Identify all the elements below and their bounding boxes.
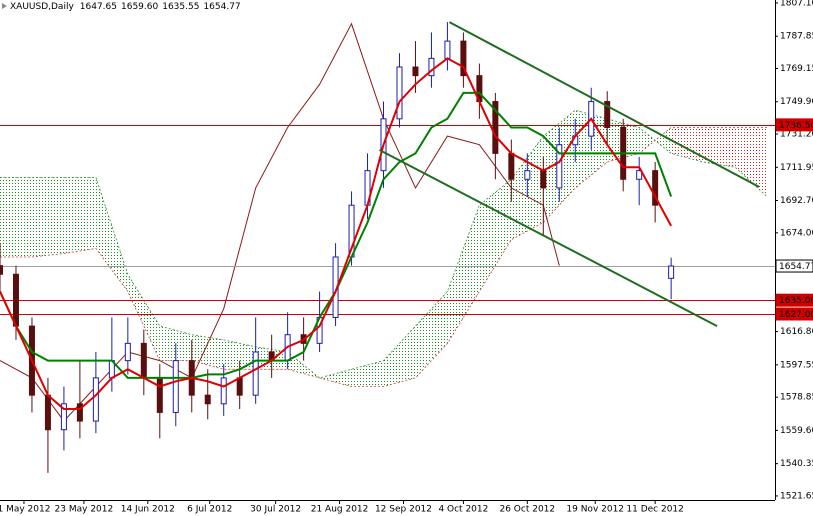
y-tick-label: 1559.60 <box>780 426 813 436</box>
y-tick-label: 1540.35 <box>780 459 813 469</box>
candle-body <box>124 342 131 362</box>
cloud-segment <box>415 291 448 378</box>
candle-body <box>556 144 563 189</box>
cloud-segment <box>63 177 96 254</box>
y-tick-label: 1807.10 <box>780 0 813 8</box>
level-label-box <box>775 293 813 307</box>
candle-body <box>156 377 163 413</box>
candle-body <box>412 66 419 77</box>
candle-body <box>604 101 611 128</box>
candle-body <box>76 403 83 422</box>
x-tick-label: 14 Jun 2012 <box>121 505 175 515</box>
level-label: 1627.00 <box>779 310 813 320</box>
level-label: 1654.77 <box>779 262 813 272</box>
tenkan-sen <box>0 57 672 410</box>
candle-body <box>668 265 675 279</box>
cloud-segment <box>735 127 768 197</box>
candle-body <box>652 170 659 206</box>
header-value: 1647.65 <box>80 2 117 12</box>
cloud-segment <box>159 326 192 361</box>
trend-line <box>379 149 718 327</box>
level-label-box <box>775 307 813 321</box>
cloud-segment <box>479 179 512 292</box>
y-tick-label: 1787.85 <box>780 32 813 42</box>
x-tick-label: 21 Aug 2012 <box>311 505 369 515</box>
y-tick-label: 1521.65 <box>780 491 813 501</box>
x-tick-label: 30 Jul 2012 <box>250 505 301 515</box>
candle-body <box>252 351 259 396</box>
candle-body <box>524 170 531 180</box>
senkou-span-a <box>0 109 768 379</box>
chart-title: XAUUSD,Daily 1647.65 1659.60 1635.55 1654.77 <box>10 2 241 12</box>
y-tick-label: 1674.00 <box>780 228 813 238</box>
y-tick-label: 1616.80 <box>780 327 813 337</box>
symbol-icon <box>2 3 7 9</box>
y-tick-label: 1731.20 <box>780 130 813 140</box>
x-tick-label: 6 Jul 2012 <box>187 505 232 515</box>
symbol: XAUUSD,Daily <box>10 2 74 12</box>
candle-body <box>428 57 435 77</box>
candle-body <box>60 403 67 431</box>
candle-body <box>236 377 243 396</box>
cloud-segment <box>95 177 128 292</box>
x-tick-label: 23 May 2012 <box>55 505 114 515</box>
header-value: 1659.60 <box>121 2 158 12</box>
candle-body <box>44 394 51 431</box>
cloud-segment <box>383 326 416 387</box>
cloud-segment <box>447 205 480 344</box>
level-label-box <box>775 259 813 273</box>
x-tick-label: 19 Nov 2012 <box>566 505 624 515</box>
y-tick-label: 1769.15 <box>780 64 813 74</box>
candle-body <box>204 394 211 405</box>
candle-body <box>444 40 451 59</box>
x-tick-label: 11 Dec 2012 <box>626 505 684 515</box>
cloud-segment <box>127 274 160 361</box>
cloud-segment <box>0 177 32 257</box>
cloud-segment <box>31 177 64 257</box>
y-tick-label: 1711.95 <box>780 163 813 173</box>
level-label-box <box>775 118 813 132</box>
candle-body <box>460 40 467 77</box>
header-value: 1635.55 <box>162 2 199 12</box>
candle-body <box>0 265 3 275</box>
y-tick-label: 1578.85 <box>780 393 813 403</box>
level-label: 1635.00 <box>779 296 813 306</box>
candle-body <box>12 273 19 327</box>
candle-body <box>492 101 499 154</box>
x-tick-label: 4 Oct 2012 <box>438 505 488 515</box>
y-tick-label: 1692.70 <box>780 196 813 206</box>
candle-body <box>220 377 227 405</box>
candle-body <box>396 66 403 120</box>
candle-body <box>636 170 643 180</box>
cloud-segment <box>223 339 256 370</box>
candle-body <box>508 152 515 180</box>
cloud-segment <box>351 360 384 387</box>
candle-body <box>172 360 179 413</box>
candle-body <box>92 377 99 422</box>
trend-line <box>448 21 760 188</box>
y-tick-label: 1749.90 <box>780 97 813 107</box>
plot-area <box>0 21 775 473</box>
cloud-segment <box>703 127 736 168</box>
y-tick-label: 1597.55 <box>780 360 813 370</box>
x-tick-label: 26 Oct 2012 <box>499 505 555 515</box>
x-tick-label: 12 Sep 2012 <box>375 505 432 515</box>
cloud-segment <box>319 369 352 387</box>
level-label: 1736.50 <box>779 121 813 131</box>
header-value: 1654.77 <box>203 2 240 12</box>
candle-body <box>140 342 147 379</box>
x-tick-label: 1 May 2012 <box>0 505 50 515</box>
candle-body <box>540 170 547 189</box>
